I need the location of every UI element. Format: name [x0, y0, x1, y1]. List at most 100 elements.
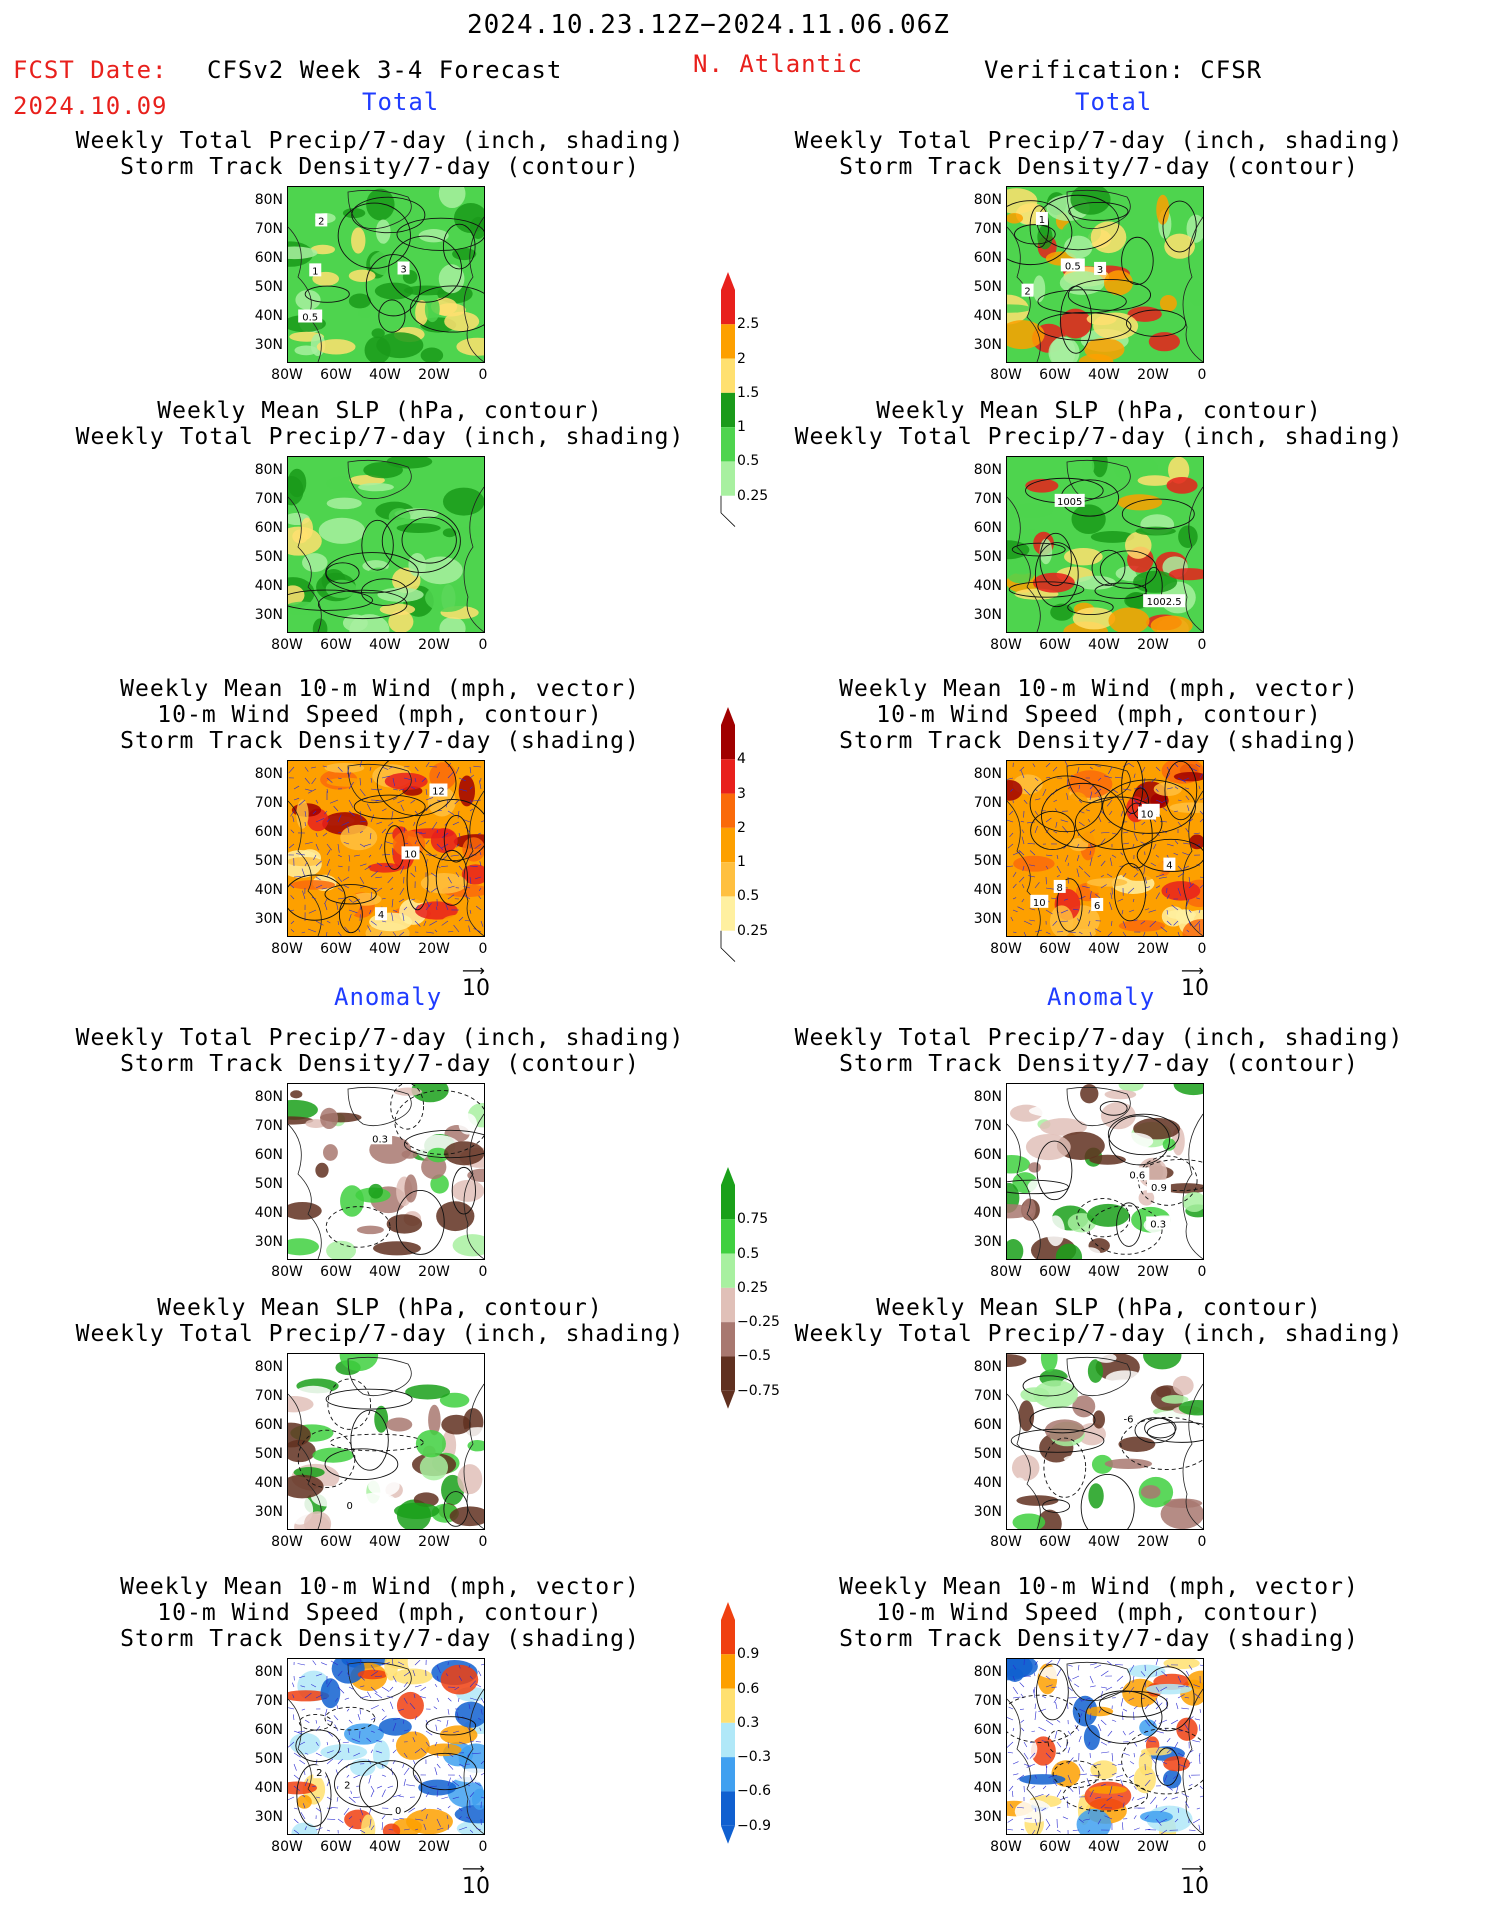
- lat-tick-label: 60N: [973, 1722, 1002, 1738]
- lon-tick-label: 80W: [990, 1534, 1022, 1550]
- map-plot: 101246108: [1006, 760, 1204, 937]
- panel-title-line: 10-m Wind Speed (mph, contour): [157, 702, 603, 728]
- lat-tick-label: 40N: [973, 578, 1002, 594]
- contour-label: 3: [400, 264, 406, 275]
- section-total-right: Total: [1075, 88, 1153, 116]
- lat-tick-label: 80N: [254, 1359, 283, 1375]
- lon-tick-label: 80W: [271, 1534, 303, 1550]
- lon-tick-label: 40W: [1088, 1534, 1120, 1550]
- lon-tick-label: 0: [1197, 941, 1207, 957]
- panel-title-line: Weekly Mean 10-m Wind (mph, vector): [839, 676, 1359, 702]
- lon-tick-label: 60W: [1039, 1264, 1071, 1280]
- lat-tick-label: 80N: [973, 1089, 1002, 1105]
- colorbar-label: −0.3: [737, 1749, 771, 1766]
- map-plot: [1006, 1658, 1204, 1835]
- map-plot: 0.3: [287, 1083, 485, 1260]
- colorbar-label: −0.75: [737, 1382, 780, 1399]
- lat-tick-label: 80N: [254, 1664, 283, 1680]
- contour-label: 1005: [1057, 497, 1082, 508]
- contour-label: 2: [318, 216, 324, 227]
- colorbar-swatch: [721, 1688, 735, 1723]
- panel-title-line: Weekly Total Precip/7-day (inch, shading…: [75, 424, 685, 450]
- panel-title-line: Storm Track Density/7-day (shading): [839, 1626, 1359, 1652]
- colorbar-label: 0.5: [737, 453, 760, 470]
- colorbar-swatch: [721, 1722, 735, 1758]
- colorbar-swatch: [721, 1620, 735, 1655]
- panel-title-line: Weekly Total Precip/7-day (inch, shading…: [75, 1025, 685, 1051]
- lat-tick-label: 30N: [254, 337, 283, 353]
- colorbar-precip-anom: [721, 1167, 735, 1409]
- colorbar-swatch: [721, 793, 735, 828]
- contour-label: 1: [312, 266, 318, 277]
- colorbar-swatch: [721, 1322, 735, 1357]
- lon-tick-label: 60W: [320, 941, 352, 957]
- colorbar-label: −0.9: [737, 1817, 771, 1834]
- panel-title-line: Weekly Total Precip/7-day (inch, shading…: [794, 424, 1404, 450]
- colorbar-swatch: [721, 725, 735, 760]
- colorbar-label: 2: [737, 819, 746, 836]
- lon-tick-label: 80W: [990, 637, 1022, 653]
- panel-title-line: Weekly Total Precip/7-day (inch, shading…: [794, 1025, 1404, 1051]
- panel-title-line: Weekly Mean 10-m Wind (mph, vector): [120, 676, 640, 702]
- lat-tick-label: 70N: [254, 221, 283, 237]
- colorbar-swatch: [721, 1757, 735, 1792]
- contour-label: 0: [347, 1501, 353, 1512]
- lon-tick-label: 0: [1197, 637, 1207, 653]
- lat-tick-label: 50N: [254, 1446, 283, 1462]
- contour-label: 0.6: [1129, 1170, 1145, 1181]
- colorbar-track-anom: [721, 1602, 735, 1844]
- panel-title-line: Weekly Total Precip/7-day (inch, shading…: [794, 1321, 1404, 1347]
- lat-tick-label: 80N: [973, 1664, 1002, 1680]
- panel-title-line: Storm Track Density/7-day (shading): [120, 1626, 640, 1652]
- lon-tick-label: 40W: [1088, 941, 1120, 957]
- lat-tick-label: 50N: [254, 279, 283, 295]
- vector-reference-arrow: ⟶ 10: [1181, 961, 1209, 1002]
- map-plot: 3 2 1 0.5: [1006, 186, 1204, 363]
- colorbar-label: 0.9: [737, 1646, 760, 1663]
- section-anomaly-right: Anomaly: [1047, 983, 1156, 1011]
- contour-label: 0.5: [302, 312, 318, 323]
- lon-tick-label: 60W: [1039, 1839, 1071, 1855]
- contour-label: 2: [316, 1768, 322, 1779]
- lon-tick-label: 40W: [1088, 1839, 1120, 1855]
- panel-title-line: 10-m Wind Speed (mph, contour): [876, 1600, 1322, 1626]
- lat-tick-label: 60N: [973, 520, 1002, 536]
- colorbar-label: −0.25: [737, 1314, 780, 1331]
- colorbar-label: 3: [737, 785, 746, 802]
- lat-tick-label: 50N: [254, 549, 283, 565]
- lon-tick-label: 80W: [271, 367, 303, 383]
- panel-title-line: Storm Track Density/7-day (contour): [839, 1051, 1359, 1077]
- map-plot: 0: [287, 1353, 485, 1530]
- contour-label: 0.9: [1151, 1183, 1167, 1194]
- lat-tick-label: 30N: [254, 1234, 283, 1250]
- colorbar-label: 0.5: [737, 1245, 760, 1262]
- lat-tick-label: 70N: [973, 1118, 1002, 1134]
- colorbar-label: 0.25: [737, 922, 769, 939]
- lon-tick-label: 0: [478, 1534, 488, 1550]
- section-total-left: Total: [362, 88, 440, 116]
- colorbar-swatch: [721, 1654, 735, 1689]
- panel-title-line: Weekly Mean 10-m Wind (mph, vector): [839, 1574, 1359, 1600]
- colorbar-label: 0.75: [737, 1211, 769, 1228]
- lat-tick-label: 30N: [973, 1234, 1002, 1250]
- lon-tick-label: 40W: [1088, 1264, 1120, 1280]
- lat-tick-label: 70N: [254, 795, 283, 811]
- panel-title-line: Weekly Total Precip/7-day (inch, shading…: [794, 128, 1404, 154]
- lat-tick-label: 60N: [973, 1147, 1002, 1163]
- lon-tick-label: 20W: [418, 1534, 450, 1550]
- lon-tick-label: 80W: [271, 637, 303, 653]
- contour-label: 8: [1057, 883, 1063, 894]
- lat-tick-label: 60N: [973, 250, 1002, 266]
- lat-tick-label: 70N: [254, 1388, 283, 1404]
- panel-title-line: 10-m Wind Speed (mph, contour): [157, 1600, 603, 1626]
- lat-tick-label: 70N: [254, 1118, 283, 1134]
- lon-tick-label: 40W: [369, 941, 401, 957]
- lon-tick-label: 20W: [1137, 1839, 1169, 1855]
- lon-tick-label: 60W: [320, 1264, 352, 1280]
- lat-tick-label: 60N: [254, 1147, 283, 1163]
- lat-tick-label: 40N: [973, 1780, 1002, 1796]
- lat-tick-label: 50N: [973, 1751, 1002, 1767]
- colorbar-label: −0.6: [737, 1783, 771, 1800]
- lon-tick-label: 20W: [418, 637, 450, 653]
- contour-label: 0.5: [1065, 261, 1081, 272]
